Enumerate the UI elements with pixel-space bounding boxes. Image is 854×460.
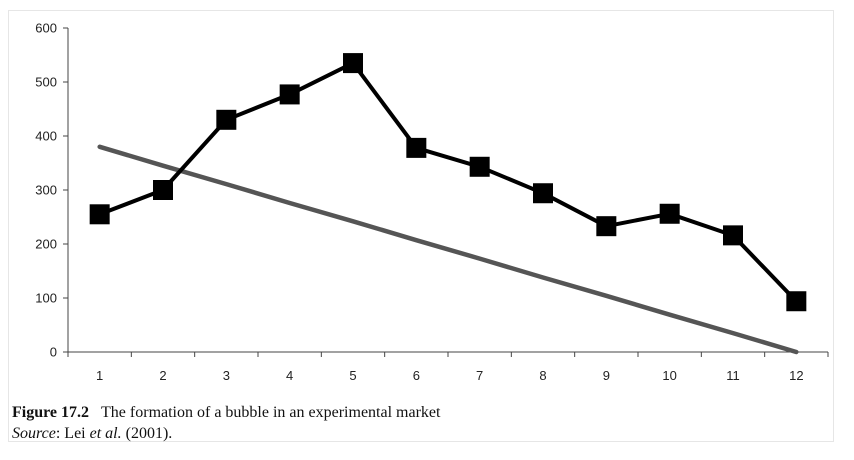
x-tick-label: 4 <box>286 368 293 383</box>
x-tick-label: 12 <box>789 368 803 383</box>
y-tick-label: 600 <box>35 21 57 36</box>
figure-text: The formation of a bubble in an experime… <box>101 404 441 421</box>
y-tick-label: 400 <box>35 129 57 144</box>
fundamental-value-line <box>97 144 799 355</box>
source-year: (2001). <box>121 425 173 442</box>
source-label: Source <box>12 425 56 442</box>
data-point-marker <box>406 137 427 158</box>
x-tick-label: 8 <box>539 368 546 383</box>
x-tick-label: 1 <box>96 368 103 383</box>
x-tick-label: 6 <box>413 368 420 383</box>
data-point-marker <box>786 291 807 312</box>
x-tick-label: 5 <box>349 368 356 383</box>
x-tick-labels: 1 2 3 4 5 6 7 8 9 10 11 12 <box>96 368 804 383</box>
y-tick-label: 200 <box>35 237 57 252</box>
data-point-marker <box>343 53 363 74</box>
price-series-line <box>97 61 799 304</box>
data-point-marker <box>279 84 300 105</box>
y-tick-label: 500 <box>35 75 57 90</box>
x-tick-label: 7 <box>476 368 483 383</box>
caption-line-2: Source: Lei et al. (2001). <box>12 423 440 444</box>
source-text: : Lei <box>55 425 90 442</box>
data-point-marker <box>216 109 237 130</box>
data-point-marker <box>659 203 680 224</box>
figure-label: Figure 17.2 <box>12 404 90 421</box>
y-tick-label: 300 <box>35 183 57 198</box>
figure-caption: Figure 17.2 The formation of a bubble in… <box>12 402 440 444</box>
y-tick-labels: 0 100 200 300 400 500 600 <box>35 21 57 360</box>
chart-frame <box>8 10 834 442</box>
data-point-marker <box>469 156 490 177</box>
x-tick-label: 3 <box>223 368 230 383</box>
x-tick-label: 9 <box>603 368 610 383</box>
x-tick-label: 2 <box>159 368 166 383</box>
y-tick-label: 100 <box>35 291 57 306</box>
data-point-marker <box>533 183 553 204</box>
data-point-marker <box>153 180 173 200</box>
caption-line-1: Figure 17.2 The formation of a bubble in… <box>12 402 440 423</box>
source-etal: et al. <box>89 425 122 442</box>
chart-series <box>89 53 807 355</box>
y-tick-label: 0 <box>50 345 57 360</box>
chart-axes <box>63 27 829 357</box>
data-point-marker <box>723 225 743 246</box>
data-point-marker <box>596 216 617 237</box>
x-tick-label: 11 <box>726 368 740 383</box>
x-tick-label: 10 <box>662 368 676 383</box>
data-point-marker <box>89 204 110 225</box>
